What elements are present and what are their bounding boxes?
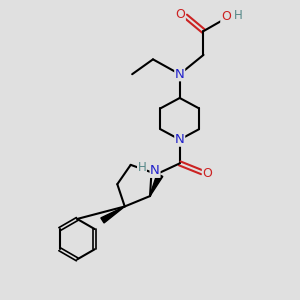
Text: O: O: [221, 10, 231, 23]
Text: H: H: [234, 9, 243, 22]
Polygon shape: [150, 174, 163, 196]
Text: O: O: [202, 167, 212, 180]
Text: N: N: [175, 68, 184, 81]
Text: H: H: [138, 161, 146, 174]
Text: N: N: [175, 133, 184, 146]
Text: O: O: [176, 8, 185, 21]
Polygon shape: [101, 206, 125, 223]
Text: N: N: [150, 164, 160, 177]
